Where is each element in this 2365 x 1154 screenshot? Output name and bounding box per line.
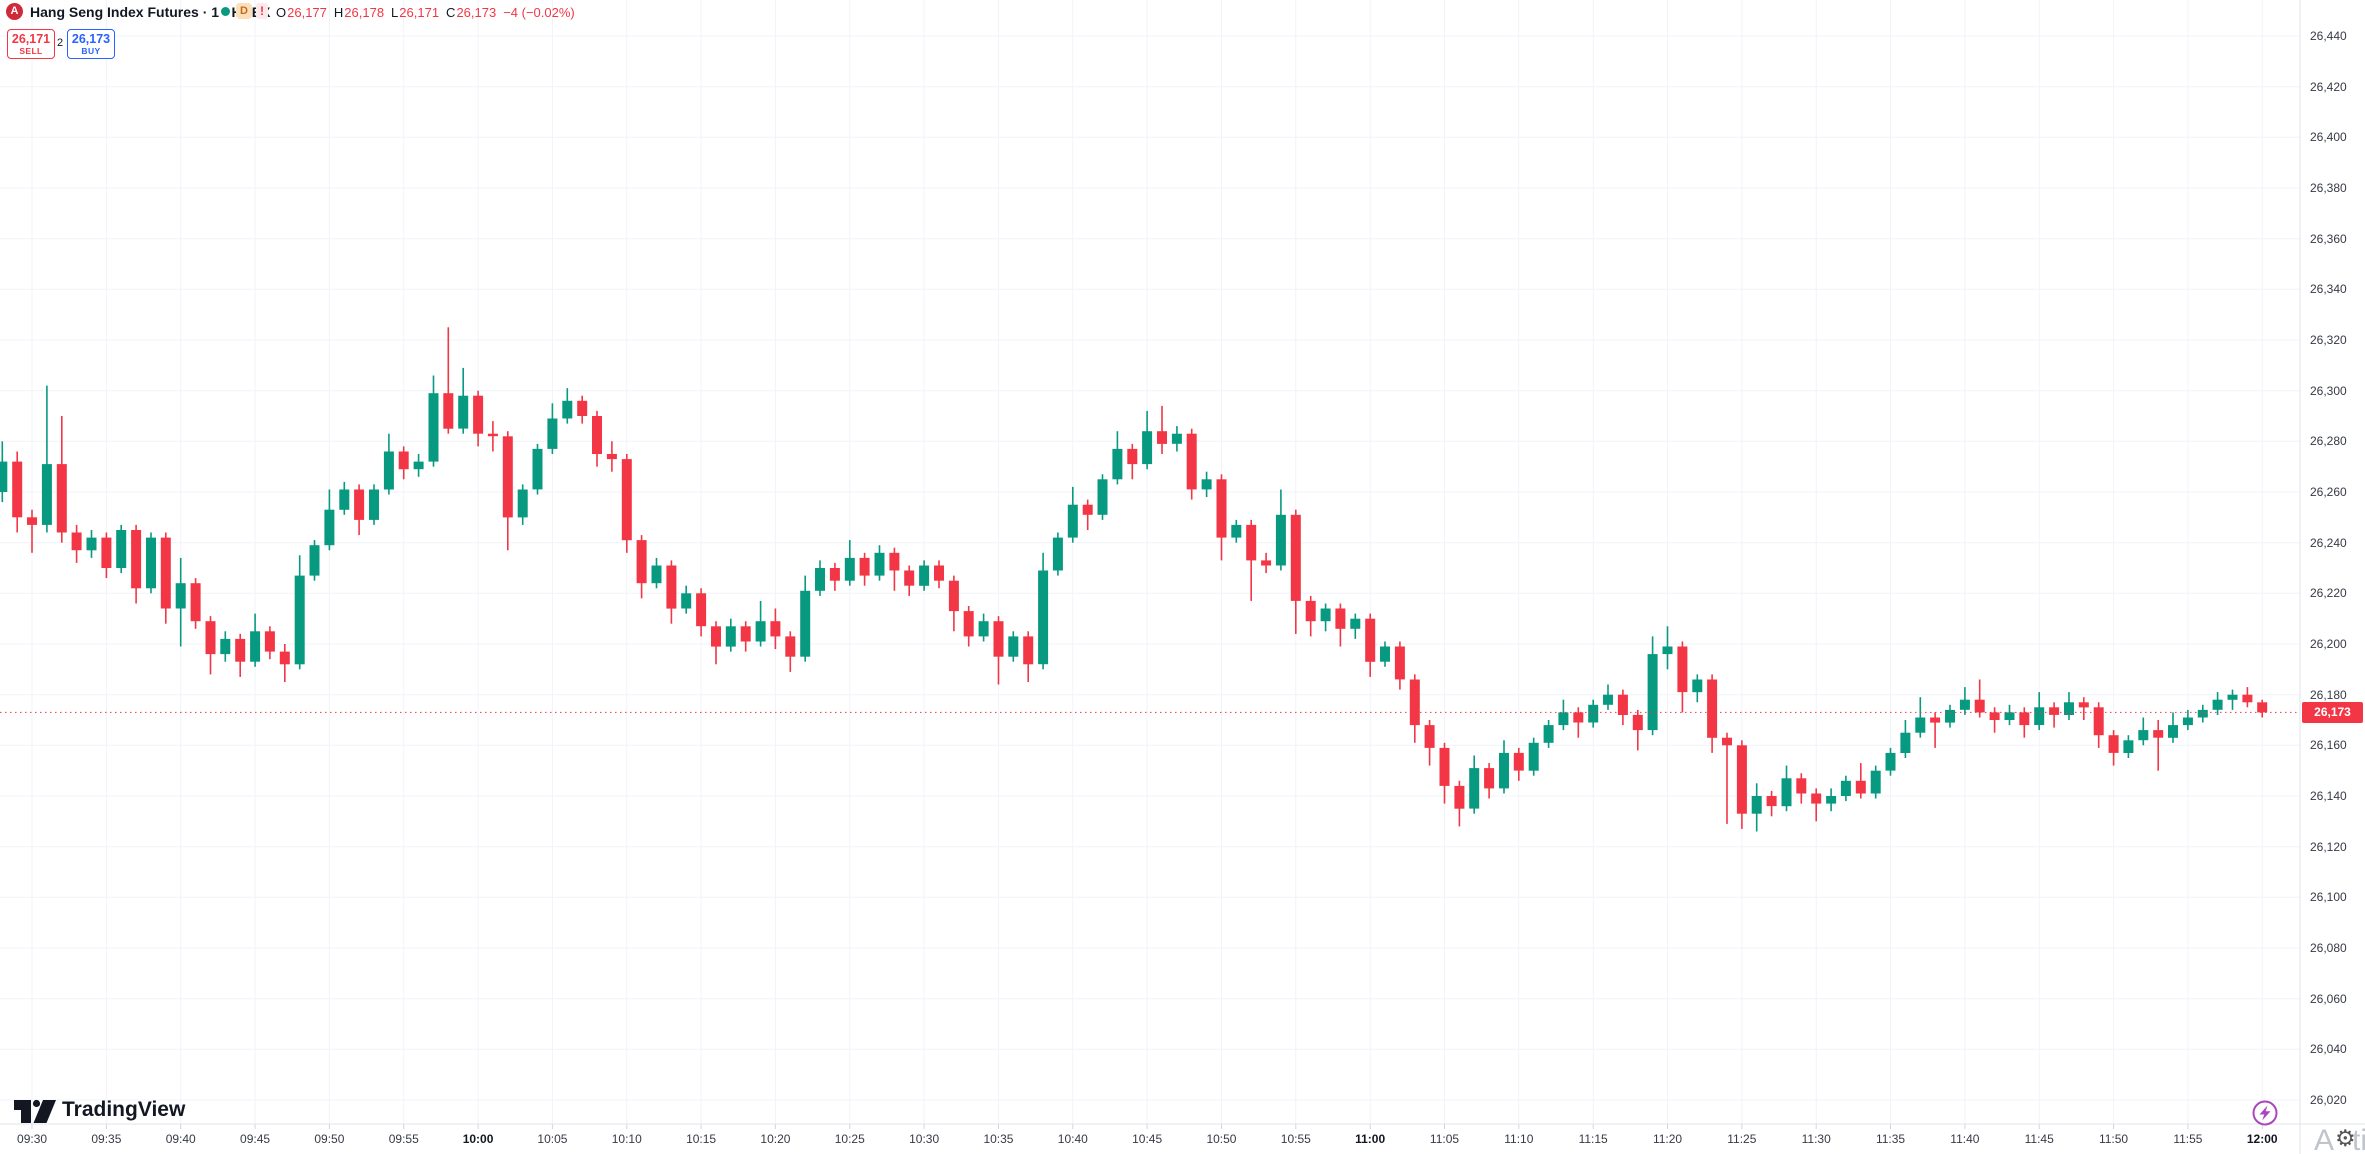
price-axis-label: 26,280 [2310,434,2347,449]
ohlc-open-label: O [276,5,287,20]
time-axis-label: 11:20 [1652,1132,1683,1146]
time-axis-label: 11:30 [1801,1132,1831,1146]
time-axis-label: 11:25 [1727,1132,1757,1146]
time-axis-label: 10:25 [834,1132,865,1146]
price-axis-label: 26,040 [2310,1042,2347,1057]
time-axis-label: 10:50 [1206,1132,1237,1146]
spread-value: 2 [56,37,64,49]
lightning-icon[interactable] [2250,1098,2280,1128]
price-axis-label: 26,300 [2310,383,2347,398]
time-axis-label: 11:15 [1578,1132,1608,1146]
price-axis-label: 26,220 [2310,586,2347,601]
ohlc-low-label: L [391,5,399,20]
ohlc-low-value: 26,171 [399,5,440,20]
time-axis-label: 11:45 [2024,1132,2054,1146]
buy-price: 26,173 [71,32,111,46]
price-axis-label: 26,360 [2310,231,2347,246]
time-axis-label: 09:55 [388,1132,419,1146]
price-axis-label: 26,160 [2310,738,2347,753]
alert-exclamation-icon[interactable]: ! [256,3,268,19]
time-axis-label: 11:40 [1950,1132,1980,1146]
time-axis-label: 10:30 [909,1132,940,1146]
brand-name[interactable]: TradingView [62,1098,186,1121]
price-axis-label: 26,120 [2310,839,2347,854]
time-axis-label: 10:00 [462,1132,494,1146]
time-axis-label: 10:55 [1280,1132,1311,1146]
sell-label: SELL [19,46,43,56]
price-axis-label: 26,080 [2310,941,2347,955]
price-axis-label: 26,240 [2310,535,2347,550]
price-axis-label: 26,420 [2310,79,2347,94]
time-axis-label: 10:15 [686,1132,717,1146]
price-axis-label: 26,380 [2310,181,2347,195]
time-axis-label: 11:10 [1504,1132,1534,1146]
time-axis-label: 11:35 [1875,1132,1906,1146]
time-axis-label: 09:50 [314,1132,345,1146]
market-status-dot-icon [221,7,230,16]
time-axis-label: 11:05 [1429,1132,1460,1146]
ohlc-close-value: 26,173 [456,5,497,20]
time-axis-label: 11:50 [2098,1132,2129,1146]
price-axis-label: 26,340 [2310,282,2347,297]
time-axis-label: 11:55 [2173,1132,2203,1146]
time-axis-label: 10:20 [760,1132,791,1146]
price-axis-label: 26,140 [2310,789,2347,803]
price-axis-label: 26,400 [2310,130,2347,145]
time-axis-label: 09:35 [91,1132,122,1146]
sell-price: 26,171 [11,32,51,46]
time-axis-label: 09:40 [165,1132,196,1146]
sell-button[interactable]: 26,171 SELL [7,29,55,59]
ohlc-close-label: C [446,5,456,20]
price-axis-label: 26,060 [2310,991,2347,1006]
buy-button[interactable]: 26,173 BUY [67,29,115,59]
time-axis-label: 09:30 [17,1132,48,1146]
current-price-label: 26,173 [2302,701,2363,723]
interval-badge[interactable]: D [236,3,252,19]
symbol-title[interactable]: Hang Seng Index Futures · 1 · HKEX [30,4,271,20]
price-axis-label: 26,260 [2310,485,2347,499]
time-axis-label: 10:05 [537,1132,568,1146]
ohlc-change-value: −4 (−0.02%) [503,5,575,20]
ohlc-readout: O26,177 H26,178 L26,171 C26,173 −4 (−0.02%) [276,5,575,20]
ohlc-high-label: H [333,5,344,20]
time-axis-label: 10:35 [983,1132,1014,1146]
gear-icon[interactable]: ⚙ [2335,1125,2356,1151]
time-axis-label: 11:00 [1355,1132,1386,1146]
tradingview-logo-icon[interactable] [12,1096,72,1126]
price-axis-label: 26,180 [2310,687,2347,702]
buy-label: BUY [81,46,101,56]
price-axis-label: 26,100 [2310,890,2347,905]
symbol-logo-icon: A [6,3,23,20]
time-axis-label: 12:00 [2246,1132,2278,1146]
time-axis-label: 10:10 [611,1132,642,1146]
time-axis-label: 10:40 [1057,1132,1088,1146]
ohlc-high-value: 26,178 [344,5,385,20]
watermark-text: A [2314,1124,2335,1154]
ohlc-open-value: 26,177 [287,5,327,20]
price-axis-label: 26,200 [2310,637,2347,651]
price-axis-label: 26,020 [2310,1093,2347,1107]
price-axis-label: 26,440 [2310,29,2347,43]
watermark-text: tiva [2352,1124,2365,1154]
time-axis-label: 10:45 [1132,1132,1163,1146]
time-axis-label: 09:45 [240,1132,271,1146]
price-axis-label: 26,320 [2310,333,2347,347]
